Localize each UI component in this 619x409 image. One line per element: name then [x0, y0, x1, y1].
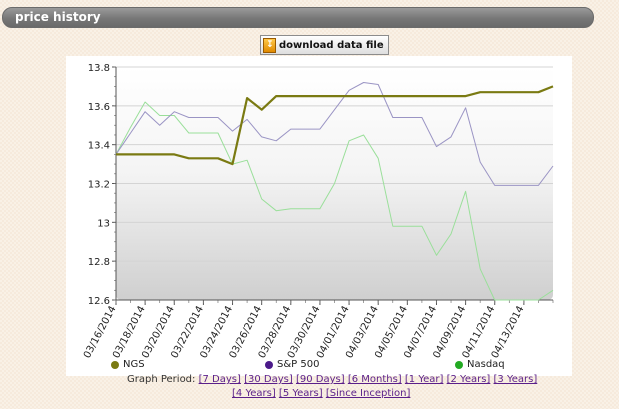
period-30-days[interactable]: [30 Days] — [244, 374, 293, 385]
series-line-ngs — [116, 85, 554, 166]
download-label: download data file — [279, 39, 384, 51]
graph-period-row-1: Graph Period: [7 Days] [30 Days] [90 Day… — [127, 374, 537, 385]
period-since-inception[interactable]: [Since Inception] — [325, 388, 411, 399]
legend-label-ngs: NGS — [123, 359, 145, 370]
download-icon: ↧ — [263, 37, 276, 53]
graph-period-label: Graph Period: — [127, 374, 196, 385]
y-tick-label: 12.6 — [88, 296, 110, 307]
y-tick-label: 13.6 — [88, 102, 110, 113]
legend-dot-sp500 — [265, 361, 273, 369]
price-history-header: price history — [2, 7, 594, 28]
series-line-nasdaq — [115, 101, 554, 301]
period-2-years[interactable]: [2 Years] — [446, 374, 491, 385]
y-tick-label: 13.4 — [88, 141, 110, 152]
period-7-days[interactable]: [7 Days] — [198, 374, 241, 385]
section-title: price history — [15, 10, 101, 24]
y-tick-label: 13.8 — [88, 63, 110, 74]
legend-label-nasdaq: Nasdaq — [467, 359, 505, 370]
legend-dot-ngs — [111, 361, 119, 369]
legend-label-sp500: S&P 500 — [277, 359, 320, 370]
period-90-days[interactable]: [90 Days] — [295, 374, 345, 385]
period-4-years[interactable]: [4 Years] — [232, 388, 276, 399]
download-data-button[interactable]: ↧ download data file — [260, 35, 389, 55]
y-tick-label: 13 — [97, 218, 110, 229]
period-3-years[interactable]: [3 Years] — [493, 374, 538, 385]
graph-period-row-2: [4 Years] [5 Years] [Since Inception] — [232, 388, 410, 399]
y-tick-label: 12.8 — [88, 257, 110, 268]
period-5-years[interactable]: [5 Years] — [278, 388, 323, 399]
y-tick-label: 13.2 — [88, 180, 110, 191]
legend-dot-nasdaq — [455, 361, 463, 369]
period-1-year[interactable]: [1 Year] — [404, 374, 444, 385]
series-line-s-p-500 — [115, 82, 554, 186]
period-6-months[interactable]: [6 Months] — [347, 374, 402, 385]
